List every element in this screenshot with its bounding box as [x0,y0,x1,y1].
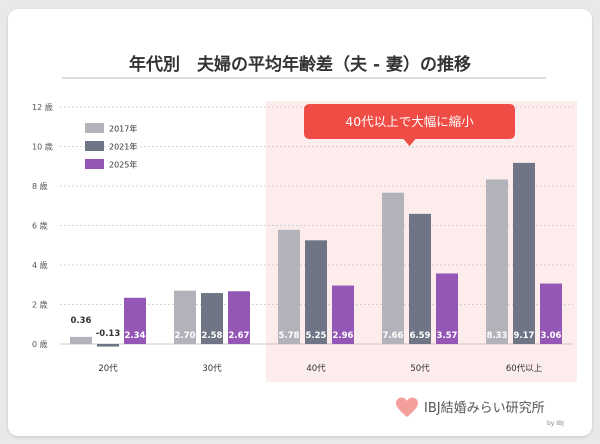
bar-2025 [124,297,146,344]
x-tick-label: 50代 [410,363,430,374]
legend-label: 2025年 [109,160,137,170]
bar-2017 [174,290,196,344]
chart-card: 年代別 夫婦の平均年齢差（夫 - 妻）の推移 0 歳 2 歳 4 歳 6 歳 8 歳 10… [8,9,592,436]
y-tick-label: 10 歳 [32,142,53,152]
data-label: 5.78 [279,331,300,341]
x-tick-label: 20代 [98,363,118,374]
bar-2025 [332,285,354,344]
bar-2021 [305,240,327,344]
chart: 年代別 夫婦の平均年齢差（夫 - 妻）の推移 0 歳 2 歳 4 歳 6 歳 8 歳 10… [32,54,577,427]
callout-bubble [304,104,515,146]
bar-2025 [228,291,250,344]
y-tick-label: 2 歳 [32,300,48,310]
legend-label: 2017年 [109,124,137,134]
data-label: 8.33 [487,331,508,341]
bar-2021 [97,344,119,347]
legend-swatch [85,159,104,169]
data-label: 2.67 [229,331,250,341]
y-tick-label: 8 歳 [32,181,48,191]
data-label: 2.34 [125,331,146,341]
logo: IBJ結婚みらい研究所 by IBJ [396,397,564,427]
y-tick-label: 0 歳 [32,339,48,349]
data-label: 2.70 [175,331,196,341]
bar-2017 [70,336,92,344]
data-label: 2.96 [333,331,354,341]
bar-2017 [278,229,300,344]
logo-sub: by IBJ [547,420,564,427]
x-tick-label: 40代 [306,363,326,374]
bar-2021 [201,293,223,344]
data-label: 3.57 [437,331,458,341]
legend-label: 2021年 [109,142,137,152]
bar-2025 [436,273,458,344]
bar-2017 [486,179,508,344]
data-label: 2.58 [202,331,223,341]
y-tick-label: 4 歳 [32,260,48,270]
legend-swatch [85,123,104,133]
bar-2025 [540,283,562,344]
data-label: -0.13 [96,329,121,339]
callout-text: 40代以上で大幅に縮小 [345,114,474,129]
data-label: 6.59 [410,331,431,341]
chart-title: 年代別 夫婦の平均年齢差（夫 - 妻）の推移 [129,54,471,75]
y-tick-label: 12 歳 [32,102,53,112]
logo-text: IBJ結婚みらい研究所 [424,401,545,416]
data-label: 3.06 [541,331,562,341]
legend-swatch [85,141,104,151]
data-label: 9.17 [514,331,535,341]
bar-2021 [513,162,535,344]
x-tick-label: 30代 [202,363,222,374]
bar-2021 [409,213,431,344]
bar-2017 [382,192,404,344]
heart-icon [396,397,418,417]
data-label: 7.66 [383,331,404,341]
x-tick-label: 60代以上 [506,363,543,374]
y-tick-label: 6 歳 [32,221,48,231]
data-label: 0.36 [71,316,92,326]
data-label: 5.25 [306,331,327,341]
